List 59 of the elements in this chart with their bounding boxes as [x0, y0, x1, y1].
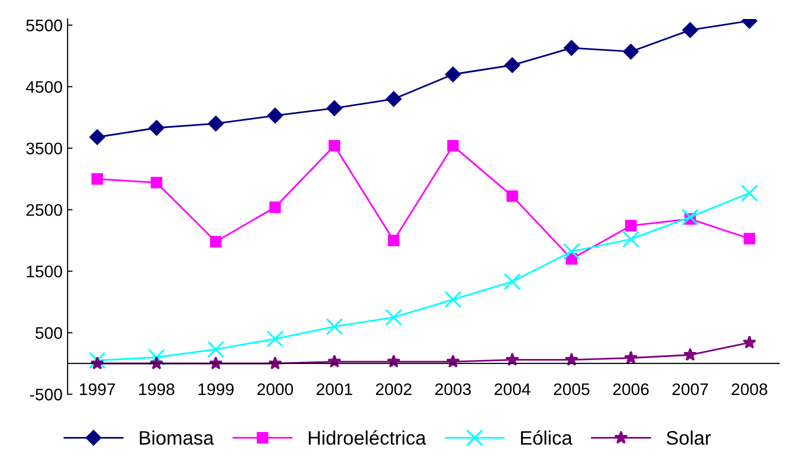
point — [210, 236, 222, 248]
point — [564, 40, 580, 56]
point — [328, 140, 340, 152]
legend-label: Eólica — [521, 430, 572, 445]
point — [623, 44, 639, 60]
x-tick-label: 2005 — [554, 383, 590, 396]
x-tick-label: 2004 — [494, 383, 530, 396]
point — [207, 340, 224, 358]
point — [148, 120, 164, 136]
point — [91, 173, 103, 185]
point — [744, 232, 756, 244]
point — [504, 273, 521, 290]
point — [742, 335, 756, 349]
point — [88, 352, 106, 369]
point — [148, 348, 166, 366]
legend-label: Solar — [666, 430, 711, 445]
point — [266, 330, 284, 348]
point — [740, 184, 758, 202]
point — [624, 350, 638, 364]
point — [625, 220, 637, 232]
y-tick-label: 3500 — [26, 142, 62, 154]
point — [504, 57, 520, 73]
point — [208, 116, 224, 132]
y-tick-label: 1500 — [26, 266, 62, 278]
legend-label: Hidroeléctrica — [308, 430, 426, 445]
point — [622, 230, 640, 248]
y-tick-label: 4500 — [26, 81, 62, 93]
point — [267, 108, 283, 124]
point — [388, 234, 400, 246]
x-tick-label: 2006 — [613, 383, 649, 396]
point — [386, 91, 402, 107]
x-tick-label: 1999 — [198, 383, 234, 396]
x-tick-label: 2001 — [316, 383, 352, 396]
point — [385, 308, 402, 326]
x-tick-label: 1997 — [80, 383, 115, 396]
point — [506, 190, 518, 202]
point — [445, 66, 461, 82]
point — [150, 176, 162, 188]
point — [444, 290, 462, 308]
point — [682, 208, 699, 226]
point — [89, 129, 105, 145]
y-tick-label: 500 — [36, 327, 62, 339]
point — [682, 22, 698, 38]
x-tick-label: 2003 — [435, 383, 471, 396]
point — [683, 348, 698, 361]
y-tick-label: 2500 — [26, 204, 62, 216]
y-tick-label: -500 — [30, 388, 62, 400]
point — [326, 100, 342, 116]
point — [269, 201, 281, 214]
legend-label: Biomasa — [140, 430, 214, 445]
y-tick-label: 5500 — [26, 20, 62, 32]
x-tick-label: 1998 — [139, 383, 174, 396]
x-tick-label: 2000 — [257, 383, 293, 396]
x-tick-label: 2008 — [732, 383, 768, 396]
point — [563, 242, 580, 260]
x-tick-label: 2007 — [672, 383, 708, 396]
x-tick-label: 2002 — [376, 383, 412, 396]
point — [326, 318, 343, 336]
point — [447, 140, 459, 152]
